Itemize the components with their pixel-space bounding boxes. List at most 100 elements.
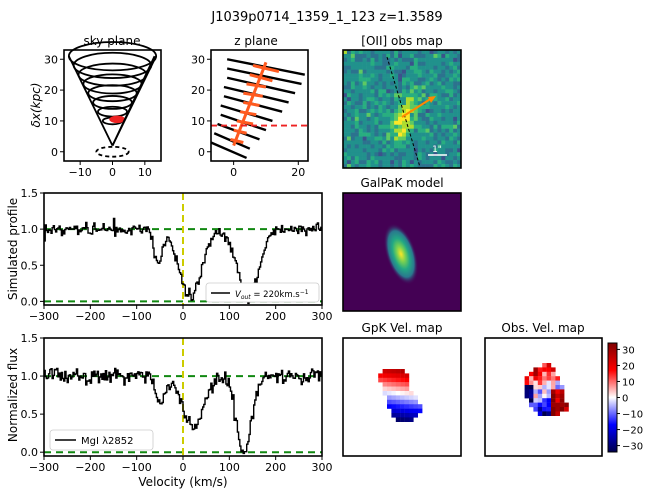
colorbar-tick-label: 0: [622, 394, 628, 405]
oii-pixel: [350, 61, 356, 67]
oii-pixel: [366, 93, 371, 98]
oii-pixel: [429, 132, 434, 137]
oii-pixel: [358, 105, 363, 110]
disk-slice: [210, 141, 248, 160]
oii-pixel: [390, 109, 395, 114]
oii-pixel: [433, 105, 438, 110]
oii-pixel: [449, 89, 454, 94]
oii-pixel: [366, 85, 371, 90]
outflow-tick: [243, 100, 260, 107]
velocity-pixel: [413, 404, 418, 409]
velocity-pixel: [529, 371, 534, 377]
oii-pixel: [366, 50, 371, 55]
oii-pixel: [405, 128, 411, 133]
velocity-pixel: [400, 386, 405, 392]
oii-pixel: [429, 148, 434, 153]
oii-pixel: [421, 132, 426, 137]
oii-pixel: [382, 77, 387, 82]
velocity-pixel: [395, 377, 401, 383]
oii-pixel: [358, 61, 363, 67]
oii-pixel: [457, 101, 462, 106]
oii-pixel: [433, 160, 438, 165]
z-plane-frame: [210, 49, 309, 162]
oii-pixel: [378, 85, 383, 90]
oii-pixel: [457, 132, 462, 137]
oii-pixel: [437, 73, 442, 78]
velocity-pixel: [537, 380, 543, 386]
oii-pixel: [433, 69, 438, 74]
oii-pixel: [433, 77, 438, 82]
velocity-pixel: [559, 393, 565, 399]
oii-pixel: [402, 61, 407, 67]
velocity-pixel: [555, 380, 560, 386]
oii-pixel: [374, 81, 379, 86]
oii-pixel: [425, 156, 430, 161]
oii-pixel: [445, 136, 450, 141]
oii-pixel: [441, 93, 446, 98]
velocity-pixel: [542, 363, 547, 368]
x-tick-label: −300: [29, 310, 59, 323]
z-plane-ticks: 0 20 0 10 20 30: [191, 53, 305, 179]
oii-pixel: [343, 152, 348, 157]
oii-pixel: [362, 124, 367, 129]
oii-pixel: [346, 50, 352, 55]
oii-pixel: [457, 57, 462, 63]
oii-pixel: [366, 89, 371, 94]
oii-pixel: [378, 69, 383, 74]
oii-pixel: [453, 97, 458, 102]
oii-pixel: [358, 136, 363, 141]
oii-pixel: [350, 160, 356, 165]
oii-pixel: [394, 152, 399, 157]
velocity-pixel: [533, 376, 538, 381]
oii-pixel: [453, 57, 458, 63]
velocity-pixel: [417, 404, 423, 409]
oii-pixel: [343, 73, 348, 78]
oii-pixel: [398, 85, 403, 90]
oii-pixel: [370, 101, 375, 106]
velocity-pixel: [546, 407, 552, 412]
oii-pixel: [441, 120, 446, 126]
velocity-pixel: [546, 393, 552, 399]
oii-pixel: [405, 164, 411, 169]
oii-pixel: [413, 69, 419, 74]
velocity-pixel: [404, 395, 410, 400]
oii-pixel: [445, 50, 450, 55]
oii-pixel: [449, 136, 454, 141]
oii-pixel: [405, 109, 411, 114]
velocity-pixel: [391, 408, 396, 414]
oii-pixel: [449, 148, 454, 153]
oii-pixel: [394, 109, 399, 114]
oii-pixel: [394, 73, 399, 78]
oii-pixel: [402, 77, 407, 82]
velocity-pixel: [391, 395, 396, 400]
oii-pixel: [445, 128, 450, 133]
oii-pixel: [445, 85, 450, 90]
oii-pixel: [421, 136, 426, 141]
oii-pixel: [409, 112, 415, 118]
x-tick-label: 300: [312, 310, 333, 323]
oii-pixel: [374, 97, 379, 102]
oii-pixel: [390, 116, 395, 122]
oii-pixel: [433, 148, 438, 153]
oii-pixel: [398, 124, 403, 129]
oii-pixel: [362, 65, 367, 70]
oii-pixel: [358, 53, 363, 59]
oii-pixel: [370, 164, 375, 169]
gpk-vel-panel: GpK Vel. map: [342, 321, 462, 457]
oii-pixel: [398, 160, 403, 165]
oii-pixel: [429, 144, 434, 149]
oii-pixel: [346, 81, 352, 86]
oii-pixel: [374, 144, 379, 149]
spectrum-line: [44, 367, 322, 455]
oii-pixel: [425, 77, 430, 82]
velocity-pixel: [546, 411, 552, 416]
oii-pixel: [413, 132, 419, 137]
oii-pixel: [378, 128, 383, 133]
oii-pixel: [398, 128, 403, 133]
oii-map-title: [OII] obs map: [361, 34, 442, 48]
oii-pixel: [350, 136, 356, 141]
velocity-pixel: [524, 380, 530, 386]
simulated-profile-legend-text: Vout = 220km.s−1: [235, 289, 309, 301]
velocity-pixel: [395, 386, 401, 392]
oii-pixel: [402, 53, 407, 59]
